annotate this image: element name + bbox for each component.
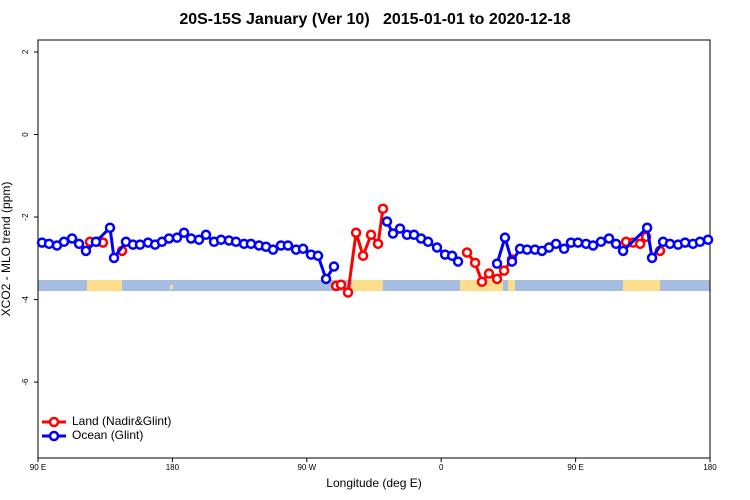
- data-point: [461, 247, 473, 258]
- surface-band: [38, 280, 710, 291]
- data-point: [702, 234, 714, 245]
- data-point: [491, 258, 503, 269]
- data-point: [320, 273, 332, 285]
- data-point: [163, 233, 175, 244]
- x-tick-label: 180: [166, 463, 180, 472]
- data-point: [469, 257, 481, 269]
- data-point: [641, 222, 653, 233]
- legend-marker: [48, 430, 60, 442]
- data-point: [664, 238, 676, 250]
- data-point: [335, 279, 347, 290]
- data-point: [80, 245, 92, 257]
- data-point: [365, 229, 377, 241]
- data-point: [394, 223, 406, 234]
- data-point: [572, 237, 584, 248]
- data-point: [134, 239, 146, 250]
- data-point: [452, 256, 464, 267]
- data-point: [446, 250, 458, 262]
- data-point: [200, 229, 212, 241]
- data-point: [245, 238, 257, 250]
- data-point: [387, 228, 399, 239]
- x-tick-label: 90 E: [30, 463, 46, 472]
- land-band: [170, 285, 173, 289]
- data-point: [381, 216, 393, 227]
- data-point: [476, 276, 488, 288]
- data-point: [58, 236, 70, 248]
- chart-title: 20S-15S January (Ver 10) 2015-01-01 to 2…: [179, 11, 570, 28]
- data-point: [230, 236, 242, 248]
- data-point: [104, 222, 116, 233]
- series: [36, 216, 714, 285]
- data-point: [90, 236, 102, 248]
- data-point: [610, 238, 622, 250]
- plot-frame: [37, 39, 711, 459]
- land-band: [87, 280, 122, 291]
- data-point: [267, 244, 279, 255]
- data-point: [617, 245, 629, 257]
- series-line: [90, 209, 660, 293]
- x-tick-label: 90 E: [567, 463, 583, 472]
- data-point: [679, 237, 691, 248]
- data-point: [350, 227, 362, 238]
- data-point: [603, 233, 615, 244]
- data-point: [422, 236, 434, 248]
- data-point: [357, 250, 369, 262]
- data-point: [634, 238, 646, 250]
- y-tick-label: -4: [21, 295, 30, 303]
- x-tick-label: 0: [439, 463, 444, 472]
- data-point: [185, 233, 197, 244]
- data-point: [108, 252, 120, 264]
- x-tick-label: 180: [703, 463, 717, 472]
- data-point: [587, 240, 599, 251]
- data-point: [178, 227, 190, 238]
- data-point: [297, 243, 309, 255]
- data-point: [499, 232, 511, 243]
- y-axis-title: XCO2 - MLO trend (ppm): [0, 182, 13, 317]
- data-point: [491, 273, 503, 285]
- y-tick-label: 0: [21, 132, 30, 137]
- land-band: [623, 280, 660, 291]
- data-point: [372, 238, 384, 250]
- data-point: [171, 232, 183, 243]
- legend-label: Land (Nadir&Glint): [72, 414, 171, 428]
- data-point: [550, 238, 562, 250]
- data-point: [506, 256, 518, 267]
- data-point: [646, 252, 658, 264]
- data-point: [431, 242, 443, 253]
- data-point: [282, 240, 294, 251]
- data-point: [312, 250, 324, 262]
- legend-marker: [48, 416, 60, 428]
- x-axis-title: Longitude (deg E): [326, 476, 421, 490]
- data-point: [66, 233, 78, 244]
- x-tick-label: 90 W: [297, 463, 316, 472]
- data-point: [193, 234, 205, 245]
- y-tick-label: 2: [21, 49, 30, 54]
- legend-label: Ocean (Glint): [72, 428, 143, 442]
- series-line: [41, 220, 709, 283]
- land-band: [352, 280, 383, 291]
- data-point: [595, 236, 607, 248]
- data-point: [377, 203, 389, 215]
- data-point: [73, 238, 85, 250]
- data-point: [483, 268, 495, 279]
- data-point: [328, 261, 340, 272]
- data-point: [498, 265, 510, 276]
- data-point: [558, 243, 570, 255]
- data-point: [342, 287, 354, 298]
- y-tick-label: -6: [21, 378, 30, 386]
- data-point: [694, 236, 706, 248]
- land-band: [508, 280, 515, 291]
- y-tick-label: -2: [21, 213, 30, 221]
